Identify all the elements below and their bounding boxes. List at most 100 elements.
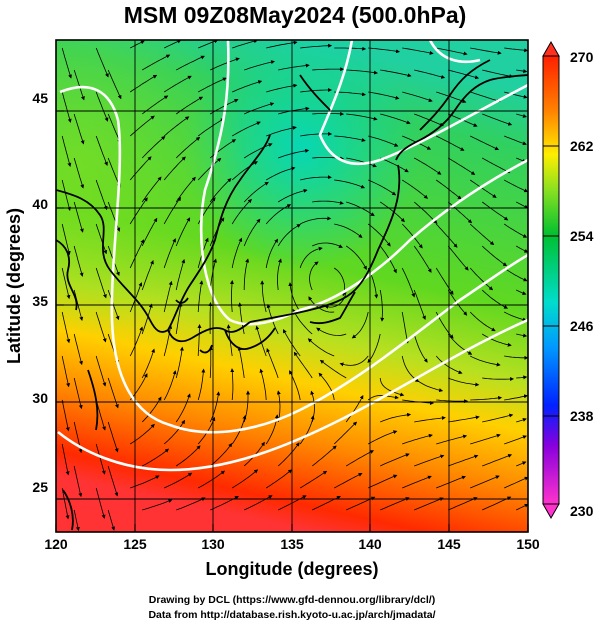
wind-arrow <box>482 69 514 79</box>
wind-arrow <box>164 40 182 49</box>
wind-arrow <box>61 311 71 344</box>
wind-arrow <box>482 157 511 174</box>
wind-arrow <box>299 470 328 489</box>
wind-arrow <box>448 69 480 80</box>
wind-arrow <box>516 333 528 338</box>
wind-arrow <box>107 201 121 232</box>
wind-arrow <box>229 280 234 313</box>
wind-arrow <box>265 469 293 489</box>
wind-arrow <box>175 346 184 379</box>
wind-arrow <box>368 179 397 196</box>
wind-arrow <box>73 201 84 233</box>
wind-arrow <box>129 115 155 137</box>
colorbar-label: 230 <box>570 503 594 519</box>
wind-arrow <box>230 368 235 401</box>
wind-arrow <box>413 333 428 363</box>
wind-arrow <box>129 423 155 445</box>
wind-arrow <box>129 239 145 269</box>
wind-arrow <box>312 67 345 72</box>
wind-arrow <box>107 377 119 409</box>
wind-arrow <box>339 355 369 367</box>
wind-arrow <box>447 157 476 175</box>
chart-title: MSM 09Z08May2024 (500.0hPa) <box>124 2 467 28</box>
wind-arrow <box>175 393 191 423</box>
colorbar-label: 270 <box>570 49 594 65</box>
wind-arrow <box>300 175 332 181</box>
wind-arrow <box>231 121 261 137</box>
wind-arrow <box>95 443 106 475</box>
wind-arrow <box>95 487 106 519</box>
wind-arrow <box>481 245 508 267</box>
wind-arrow <box>130 40 145 49</box>
wind-arrow <box>198 470 226 489</box>
wind-arrow <box>209 139 237 159</box>
wind-arrow <box>141 54 171 71</box>
wind-arrow <box>481 201 509 221</box>
wind-arrow <box>345 245 367 271</box>
wind-arrow <box>435 355 463 374</box>
x-tick-label: 145 <box>437 536 461 552</box>
wind-arrow <box>299 415 315 445</box>
x-tick-label: 150 <box>516 536 540 552</box>
wind-arrow <box>95 267 107 299</box>
wind-arrow <box>61 267 71 300</box>
x-tick-label: 140 <box>358 536 382 552</box>
wind-arrow <box>277 442 300 467</box>
wind-arrow <box>515 245 528 253</box>
wind-arrow <box>141 135 166 159</box>
wind-arrow <box>300 131 333 137</box>
wind-arrow <box>95 311 107 343</box>
wind-arrow <box>414 497 444 511</box>
wind-arrow <box>448 454 479 467</box>
wind-arrow <box>209 258 217 291</box>
wind-arrow <box>237 302 245 335</box>
wind-arrow <box>435 223 458 248</box>
wind-arrow <box>129 156 152 181</box>
wind-arrow <box>288 282 301 313</box>
wind-arrow <box>61 223 71 256</box>
wind-arrow <box>243 181 269 203</box>
wind-streamlines <box>61 40 528 532</box>
wind-arrow <box>292 308 313 335</box>
wind-arrow <box>176 497 206 511</box>
wind-arrow <box>163 280 173 313</box>
wind-arrow <box>380 157 409 173</box>
wind-arrow <box>324 289 347 309</box>
wind-arrow <box>73 245 84 277</box>
wind-arrow <box>129 373 148 401</box>
wind-arrow <box>448 497 478 511</box>
wind-arrow <box>255 325 267 357</box>
wind-arrow <box>482 413 514 423</box>
wind-arrow <box>401 311 410 344</box>
wind-arrow <box>318 372 335 401</box>
wind-arrow <box>367 333 381 364</box>
wind-arrow <box>401 267 416 298</box>
wind-arrow <box>107 465 119 497</box>
wind-arrow <box>447 333 473 355</box>
wind-arrow <box>368 135 399 147</box>
wind-arrow <box>197 118 225 137</box>
wind-arrow <box>197 324 202 357</box>
wind-arrow <box>237 346 245 379</box>
wind-arrow <box>470 395 503 401</box>
wind-arrow <box>129 282 143 313</box>
wind-arrow <box>379 289 385 322</box>
x-tick-label: 120 <box>44 536 68 552</box>
wind-arrow <box>368 91 400 100</box>
wind-arrow <box>299 246 323 269</box>
colorbar-label: 254 <box>570 228 594 244</box>
wind-arrow <box>163 238 176 269</box>
wind-arrow <box>504 179 528 193</box>
wind-arrow <box>367 395 399 401</box>
x-axis-title: Longitude (degrees) <box>205 559 378 579</box>
wind-arrow <box>316 327 347 336</box>
wind-arrow <box>380 497 410 511</box>
wind-arrow <box>448 377 480 387</box>
wind-arrow <box>380 113 411 125</box>
wind-arrow <box>414 454 445 467</box>
wind-arrow <box>413 245 432 273</box>
y-tick-label: 35 <box>32 293 48 309</box>
wind-arrow <box>436 399 469 404</box>
wind-arrow <box>436 475 466 489</box>
wind-arrow <box>278 148 310 159</box>
